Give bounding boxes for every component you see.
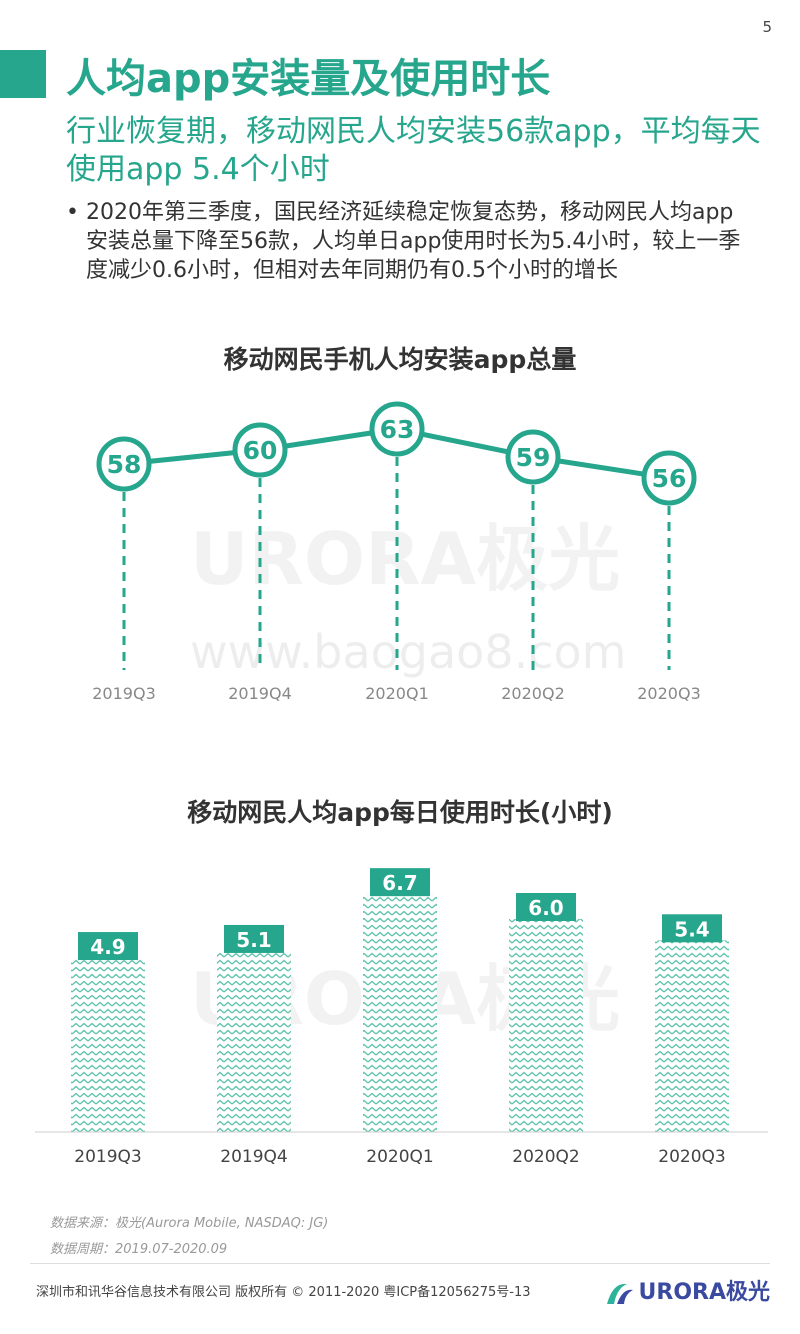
data-point <box>96 436 152 492</box>
data-label: 60 <box>243 436 278 465</box>
bullet-text: 2020年第三季度，国民经济延续稳定恢复态势，移动网民人均app安装总量下降至5… <box>86 200 741 283</box>
x-tick-label: 2020Q1 <box>366 1147 433 1167</box>
data-period: 数据周期：2019.07-2020.09 <box>50 1242 228 1257</box>
x-tick-label: 2019Q3 <box>74 1147 141 1167</box>
x-tick-label: 2019Q3 <box>92 684 156 703</box>
data-label: 5.4 <box>674 917 709 941</box>
data-label: 6.0 <box>528 896 563 920</box>
line-chart-title: 移动网民手机人均安装app总量 <box>223 345 577 374</box>
data-point <box>369 401 425 457</box>
footer-divider <box>30 1263 770 1264</box>
data-point <box>641 450 697 506</box>
x-tick-label: 2020Q3 <box>637 684 701 703</box>
data-label: 59 <box>516 443 551 472</box>
x-tick-label: 2019Q4 <box>220 1147 287 1167</box>
page-title: 人均app安装量及使用时长 <box>66 56 551 102</box>
data-label-box <box>662 914 722 943</box>
x-tick-label: 2020Q1 <box>365 684 429 703</box>
watermark-url: www.baogao8.com <box>190 625 627 679</box>
title-accent-bar <box>0 50 46 98</box>
x-tick-label: 2020Q2 <box>501 684 565 703</box>
copyright-text: 深圳市和讯华谷信息技术有限公司 版权所有 © 2011-2020 粤ICP备12… <box>36 1285 531 1300</box>
bar <box>509 919 583 1132</box>
bar <box>655 940 729 1132</box>
line-chart: 58 60 63 59 56 2019Q3 2019Q4 2020Q1 2020Q2 2020Q3 <box>92 401 701 703</box>
data-label-box <box>224 924 284 953</box>
footer-logo-text: URORA极光 <box>638 1280 770 1305</box>
aurora-logo-icon <box>606 1283 633 1304</box>
data-label: 6.7 <box>382 871 417 895</box>
bar <box>71 958 145 1132</box>
data-source: 数据来源：极光(Aurora Mobile, NASDAQ: JG) <box>50 1216 329 1231</box>
page-subtitle: 行业恢复期，移动网民人均安装56款app，平均每天使用app 5.4个小时 <box>66 114 761 187</box>
bullet-dot-icon: • <box>66 200 79 225</box>
data-label-box <box>78 932 138 961</box>
data-label: 63 <box>380 415 415 444</box>
x-tick-label: 2020Q3 <box>658 1147 725 1167</box>
data-label: 58 <box>107 450 142 479</box>
data-point <box>232 422 288 478</box>
data-label: 5.1 <box>236 928 271 952</box>
x-tick-label: 2020Q2 <box>512 1147 579 1167</box>
bar-chart: 4.9 5.1 6.7 6.0 5.4 2019Q3 2019Q4 2020Q1 2020Q2 2… <box>35 868 768 1167</box>
x-tick-label: 2019Q4 <box>228 684 292 703</box>
footer-logo: URORA极光 <box>605 1274 770 1306</box>
data-point <box>505 429 561 485</box>
data-label: 56 <box>652 464 687 493</box>
bar <box>217 950 291 1132</box>
page-number: 5 <box>762 18 772 36</box>
data-label: 4.9 <box>90 935 125 959</box>
bar-chart-title: 移动网民人均app每日使用时长(小时) <box>187 798 613 827</box>
bar <box>363 894 437 1132</box>
data-label-box <box>516 893 576 921</box>
data-label-box <box>370 868 430 897</box>
